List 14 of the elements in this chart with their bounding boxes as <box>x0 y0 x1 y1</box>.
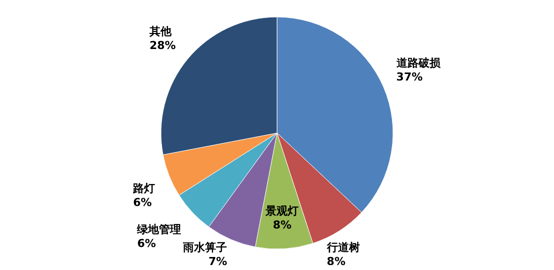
slice-label: 路灯 <box>132 182 156 195</box>
data-label: 28% <box>149 39 176 52</box>
data-label: 7% <box>208 255 228 268</box>
data-label: 6% <box>137 236 156 250</box>
data-label: 37% <box>396 70 423 84</box>
slice-label: 绿地管理 <box>136 222 182 236</box>
data-label: 8% <box>272 218 292 232</box>
slice-label: 其他 <box>148 25 172 38</box>
slice-label: 景观灯 <box>264 204 299 218</box>
slice-label: 行道树 <box>326 241 360 254</box>
data-label: 6% <box>133 196 152 209</box>
slice-label: 雨水箅子 <box>182 241 228 254</box>
data-label: 8% <box>326 255 346 268</box>
slice-label: 道路破损 <box>395 56 442 70</box>
